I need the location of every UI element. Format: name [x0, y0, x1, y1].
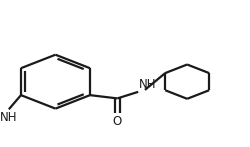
Text: O: O [113, 115, 122, 128]
Text: NH: NH [0, 111, 18, 124]
Text: NH: NH [139, 78, 156, 91]
